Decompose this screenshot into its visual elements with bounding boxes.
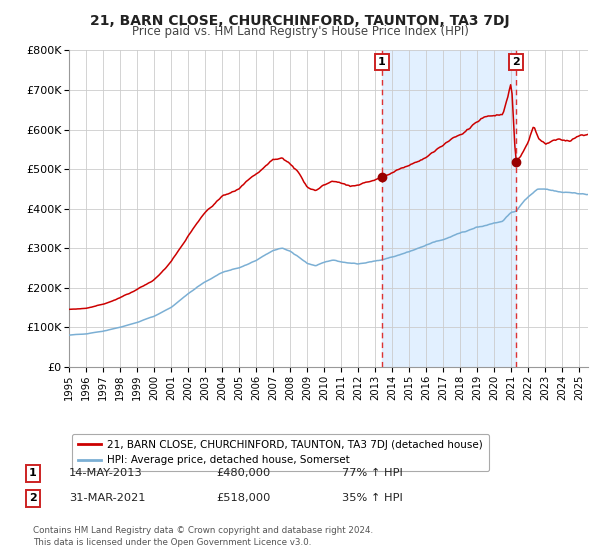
Text: 2: 2	[512, 57, 520, 67]
Text: 1: 1	[29, 468, 37, 478]
Legend: 21, BARN CLOSE, CHURCHINFORD, TAUNTON, TA3 7DJ (detached house), HPI: Average pr: 21, BARN CLOSE, CHURCHINFORD, TAUNTON, T…	[71, 433, 489, 472]
Text: Price paid vs. HM Land Registry's House Price Index (HPI): Price paid vs. HM Land Registry's House …	[131, 25, 469, 38]
Text: 35% ↑ HPI: 35% ↑ HPI	[342, 493, 403, 503]
Text: 14-MAY-2013: 14-MAY-2013	[69, 468, 143, 478]
Text: Contains HM Land Registry data © Crown copyright and database right 2024.
This d: Contains HM Land Registry data © Crown c…	[33, 526, 373, 547]
Text: 77% ↑ HPI: 77% ↑ HPI	[342, 468, 403, 478]
Text: 31-MAR-2021: 31-MAR-2021	[69, 493, 146, 503]
Text: £518,000: £518,000	[216, 493, 271, 503]
Text: 21, BARN CLOSE, CHURCHINFORD, TAUNTON, TA3 7DJ: 21, BARN CLOSE, CHURCHINFORD, TAUNTON, T…	[90, 14, 510, 28]
Text: £480,000: £480,000	[216, 468, 270, 478]
Text: 1: 1	[378, 57, 385, 67]
Bar	[382, 50, 515, 367]
Text: 2: 2	[29, 493, 37, 503]
